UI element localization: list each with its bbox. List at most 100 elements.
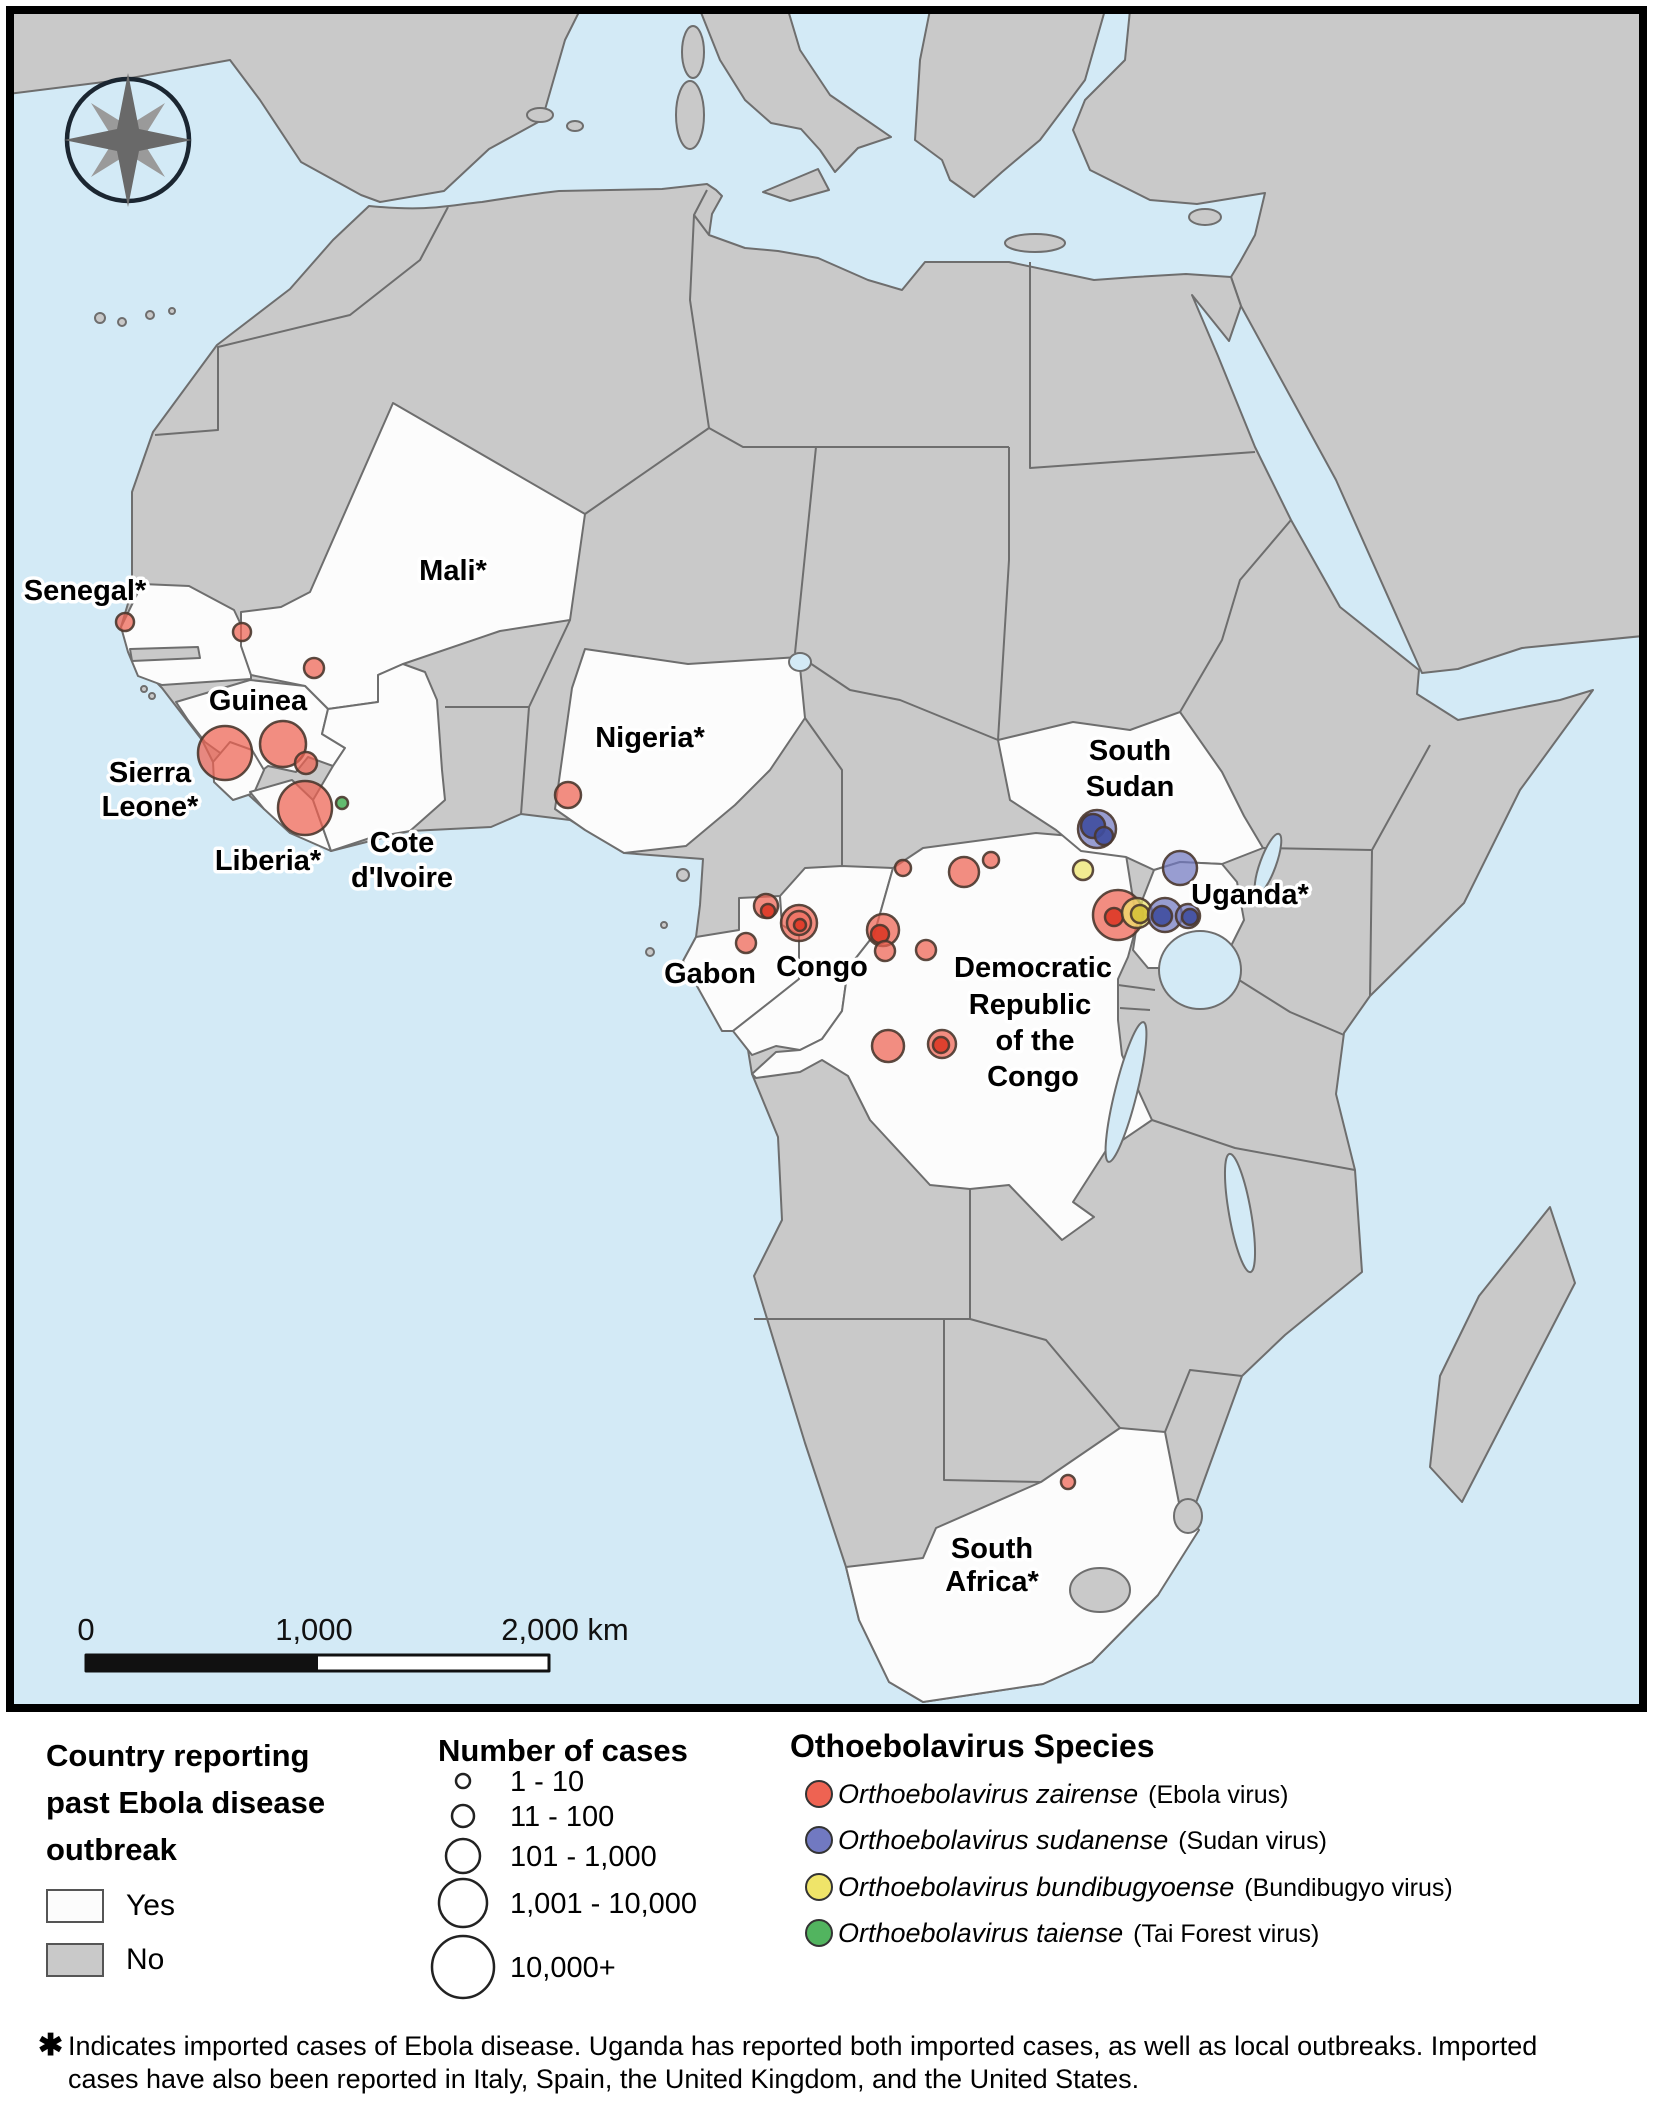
species-common-name: (Ebola virus) xyxy=(1148,1781,1288,1809)
iberia xyxy=(12,12,581,203)
country-label: Gabon xyxy=(664,958,756,990)
species-legend: Orthoebolavirus zairense (Ebola virus) Ort… xyxy=(805,1779,1453,1948)
case-circle-zairense xyxy=(893,858,913,878)
cases-legend-item: 101 - 1,000 xyxy=(444,1837,657,1875)
country-label: Leone* xyxy=(102,791,199,823)
outbreak-legend-title-line: Country reporting xyxy=(46,1738,310,1773)
case-circle-sudanense xyxy=(1093,825,1115,847)
cases-legend-item: 1 - 10 xyxy=(454,1766,584,1798)
cases-legend-item: 1,001 - 10,000 xyxy=(437,1877,697,1929)
country-label: South xyxy=(951,1533,1033,1565)
footnote-line-2: cases have also been reported in Italy, … xyxy=(68,2064,1140,2094)
lake-victoria xyxy=(1158,930,1242,1010)
map-frame xyxy=(6,6,1647,1712)
species-legend-item: Orthoebolavirus sudanense (Sudan virus) xyxy=(805,1825,1327,1855)
country-label: Africa* xyxy=(945,1566,1039,1598)
internal-borders xyxy=(154,189,1431,1483)
cases-size-circle xyxy=(437,1877,489,1929)
country-label: Republic xyxy=(969,989,1091,1021)
country-label: Sierra xyxy=(109,757,192,789)
no-swatch xyxy=(46,1943,104,1977)
case-circle-zairense xyxy=(258,719,308,769)
cases-size-circle xyxy=(454,1772,472,1790)
species-name: Orthoebolavirus taiense (Tai Forest virus… xyxy=(838,1918,1319,1948)
cases-legend-label: 10,000+ xyxy=(510,1952,616,1984)
lake-turkana xyxy=(1253,832,1283,896)
species-color-circle-taiense xyxy=(805,1919,833,1947)
species-legend-item: Orthoebolavirus zairense (Ebola virus) xyxy=(805,1779,1288,1809)
species-name: Orthoebolavirus zairense (Ebola virus) xyxy=(838,1779,1288,1809)
enclaves xyxy=(129,646,1203,1613)
outbreak-legend-item-no: No xyxy=(46,1943,164,1977)
scale-tick-0: 0 xyxy=(77,1612,94,1647)
case-circle-zairense xyxy=(914,938,938,962)
lakes xyxy=(788,652,1283,1274)
species-legend-item: Orthoebolavirus bundibugyoense (Bundibugy… xyxy=(805,1872,1453,1902)
scale-tick-1000: 1,000 xyxy=(275,1612,353,1647)
no-label: No xyxy=(126,1943,165,1976)
case-circle-sudanense xyxy=(1180,907,1200,927)
species-name: Orthoebolavirus sudanense (Sudan virus) xyxy=(838,1825,1327,1855)
scale-bar: 0 1,000 2,000 km xyxy=(77,1612,629,1673)
gambia xyxy=(129,646,201,662)
case-circle-sudanense xyxy=(1150,904,1174,928)
asterisk-icon: ✱ xyxy=(38,2029,64,2062)
country-label: Democratic xyxy=(954,952,1112,984)
cases-legend-label: 11 - 100 xyxy=(510,1801,614,1833)
case-circle-sudanense xyxy=(1161,849,1199,887)
country-label: Mali* xyxy=(419,555,487,587)
italy xyxy=(699,12,892,173)
sicily xyxy=(762,168,830,202)
lesotho xyxy=(1069,1567,1131,1613)
case-circle-zairense xyxy=(231,621,253,643)
footnote: ✱ Indicates imported cases of Ebola dise… xyxy=(38,2029,1628,2096)
case-circle-zairense xyxy=(792,917,808,933)
species-name: Orthoebolavirus bundibugyoense (Bundibugy… xyxy=(838,1872,1453,1902)
case-circle-bundibugyoense xyxy=(1129,903,1151,925)
outbreak-legend-title: Country reporting past Ebola disease outbr… xyxy=(46,1732,325,1873)
country-label: Guinea xyxy=(209,685,308,717)
case-circle-bundibugyoense xyxy=(1071,858,1095,882)
country-label: Cote xyxy=(370,827,434,859)
cases-legend-label: 101 - 1,000 xyxy=(510,1841,657,1873)
country-label: Sudan xyxy=(1086,771,1175,803)
madagascar xyxy=(1429,1206,1576,1503)
country-label: Senegal* xyxy=(24,575,147,607)
south-africa xyxy=(845,1427,1200,1703)
case-circle-zairense xyxy=(873,939,897,963)
case-circle-zairense xyxy=(553,780,583,810)
country-label: Congo xyxy=(987,1061,1079,1093)
outbreak-legend-title-line: past Ebola disease xyxy=(46,1785,326,1820)
case-circle-zairense xyxy=(302,656,326,680)
species-common-name: (Bundibugyo virus) xyxy=(1244,1874,1452,1902)
country-label: of the xyxy=(996,1025,1075,1057)
country-label: Congo xyxy=(776,951,868,983)
lake-tanganyika xyxy=(1104,1021,1148,1163)
case-circle-zairense xyxy=(114,611,136,633)
yes-swatch xyxy=(46,1889,104,1923)
cases-size-circle xyxy=(444,1837,482,1875)
case-circle-zairense xyxy=(981,850,1001,870)
cases-legend-title: Number of cases xyxy=(438,1733,688,1768)
case-circle-zairense xyxy=(276,779,334,837)
cases-legend-label: 1,001 - 10,000 xyxy=(510,1888,697,1920)
species-color-circle-sudanense xyxy=(805,1826,833,1854)
congo xyxy=(732,865,894,1056)
greece xyxy=(914,12,1106,198)
species-common-name: (Tai Forest virus) xyxy=(1133,1920,1319,1948)
case-circles-layer xyxy=(114,611,1202,1491)
species-common-name: (Sudan virus) xyxy=(1178,1827,1327,1855)
scale-tick-2000: 2,000 km xyxy=(501,1612,629,1647)
case-circle-zairense xyxy=(931,1035,951,1055)
country-label: d'Ivoire xyxy=(351,862,453,894)
middle-east xyxy=(1072,12,1641,674)
country-label: Liberia* xyxy=(215,845,322,877)
lake-malawi xyxy=(1223,1152,1257,1274)
cases-legend-item: 11 - 100 xyxy=(450,1801,614,1833)
case-circle-zairense xyxy=(196,724,254,782)
species-color-circle-bundibugyoense xyxy=(805,1873,833,1901)
case-circle-zairense xyxy=(759,902,777,920)
